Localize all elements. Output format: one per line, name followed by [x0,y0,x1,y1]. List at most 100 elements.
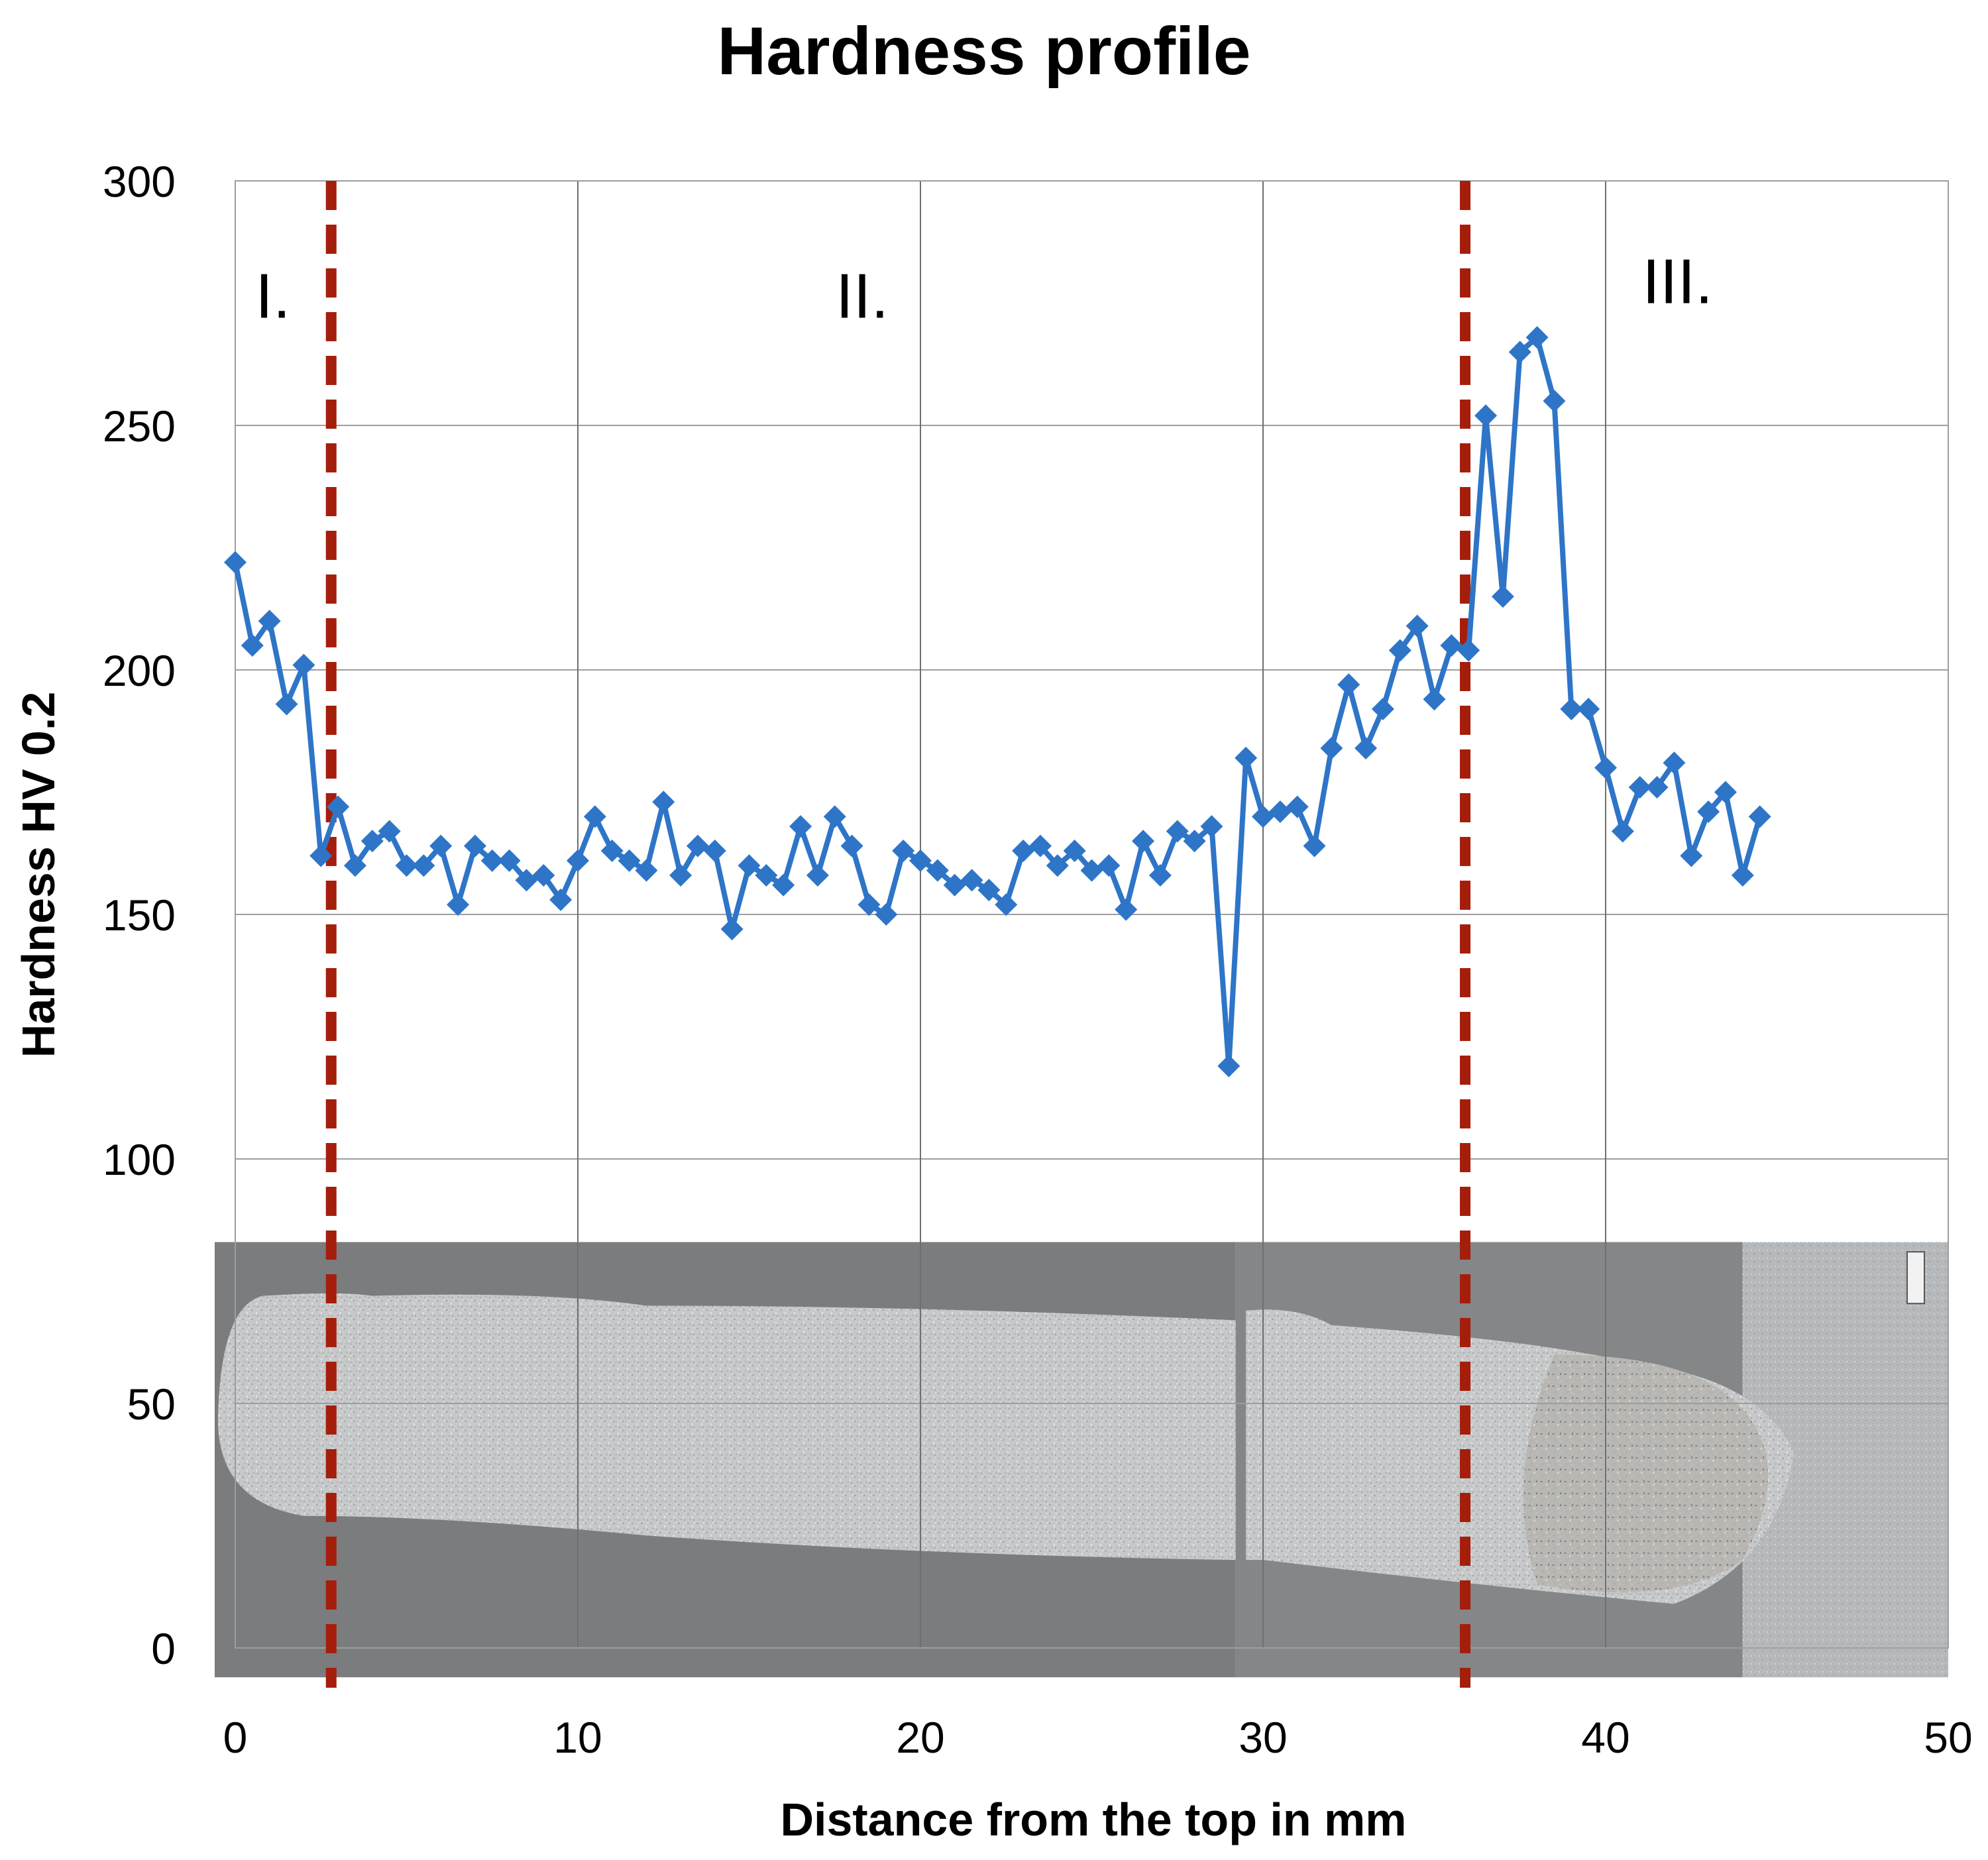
data-point [395,854,418,877]
data-point [1663,751,1686,775]
data-point [1320,737,1343,760]
data-point [1748,805,1771,828]
data-point [1543,390,1566,413]
data-point [1423,688,1446,711]
data-point [498,849,521,872]
data-point [703,840,726,863]
data-point [463,834,486,857]
mixed-zone [1523,1354,1769,1593]
data-point [926,859,949,882]
data-point [1080,859,1103,882]
data-point [909,849,932,872]
data-point [1628,776,1651,799]
y-axis-label: Hardness HV 0.2 [13,692,64,1058]
data-point [1252,805,1274,828]
micrograph-image [214,1242,1948,1678]
x-tick-label-20: 20 [896,1713,944,1762]
data-point [1132,830,1155,853]
data-point [995,893,1018,916]
data-point [549,888,573,911]
data-point [378,820,401,843]
plot-border [235,180,1949,1649]
data-point [652,791,675,814]
data-point [823,805,846,828]
data-point [1474,404,1498,427]
data-point [1097,854,1121,877]
data-point [1594,756,1617,779]
data-point [875,903,898,926]
data-point [789,815,812,838]
zone-label-1: I. [255,261,290,332]
data-point [738,854,761,877]
data-point [1388,639,1411,662]
y-tick-label-150: 150 [103,891,176,940]
data-point [275,692,298,716]
axis-ticks: 0 50 100 150 200 250 300 0 10 20 30 40 50 [103,157,1973,1762]
x-tick-label-0: 0 [223,1713,248,1762]
data-point [1371,698,1394,721]
plot-grid [235,180,1949,1649]
y-tick-label-200: 200 [103,646,176,695]
data-point [360,830,384,853]
data-point [1457,639,1480,662]
data-point [327,795,350,818]
data-point [892,840,915,863]
data-point [669,863,692,887]
data-point [1508,341,1531,364]
data-point [1354,737,1378,760]
data-point [1286,795,1309,818]
data-point [1577,698,1600,721]
x-tick-label-50: 50 [1924,1713,1972,1762]
data-point [1235,746,1258,769]
data-point [1028,834,1052,857]
data-point [1714,781,1737,804]
data-point [1217,1054,1241,1077]
data-point [1697,800,1720,824]
data-point [1491,585,1514,608]
data-point [583,805,606,828]
data-point [1303,834,1326,857]
series-line-0 [233,335,1763,1069]
data-point [1046,854,1069,877]
y-tick-label-100: 100 [103,1135,176,1184]
data-point [343,854,366,877]
data-point [635,859,658,882]
zone-labels: I. II. III. [255,246,1713,332]
data-point [1611,820,1634,843]
data-point [1200,815,1223,838]
y-tick-label-0: 0 [151,1624,176,1673]
zone-label-2: II. [836,261,889,332]
x-tick-label-10: 10 [553,1713,602,1762]
data-point [1183,830,1206,853]
data-point [1440,634,1463,657]
zone-label-3: III. [1642,246,1713,317]
data-point [755,863,778,887]
data-point [618,849,641,872]
data-point [480,849,504,872]
data-point [447,893,470,916]
data-point [258,610,281,633]
data-point [1731,863,1754,887]
data-point [806,863,829,887]
hardness-series [224,326,1771,1077]
data-point [960,869,983,892]
data-point [1166,820,1189,843]
data-point [241,634,264,657]
data-point [840,834,863,857]
data-point [1012,840,1035,863]
weld-bead-upper [217,1293,1236,1560]
chart-title: Hardness profile [718,13,1251,89]
data-point [1063,840,1086,863]
y-tick-label-250: 250 [103,402,176,451]
scale-bar [1906,1251,1925,1305]
data-point [772,873,795,897]
data-point [720,918,744,941]
y-tick-label-50: 50 [127,1380,176,1429]
data-point [429,834,453,857]
zone-boundaries [325,181,1471,1688]
data-point [943,873,966,897]
data-point [600,840,624,863]
data-point [309,844,333,867]
data-point [857,893,881,916]
